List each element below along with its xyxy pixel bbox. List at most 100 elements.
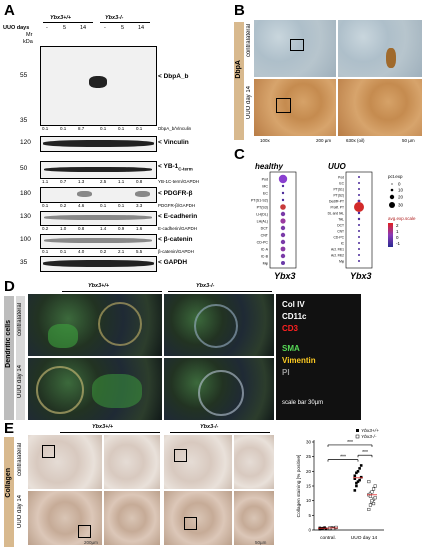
dot-healthy: [281, 198, 285, 202]
ratio-value: 0.8: [136, 179, 143, 184]
dot-healthy: [280, 211, 286, 217]
col-wt-uuo-low: [28, 491, 102, 545]
y-tick-label: 30: [306, 440, 312, 445]
e-genotype-ko: Ybx3-/-: [200, 424, 219, 430]
ecad-label: < E-cadherin: [158, 213, 198, 220]
data-point: [324, 527, 328, 531]
zoom-box: [78, 525, 91, 538]
legend-vimentin: Vimentin: [282, 356, 316, 365]
healthy-row-label: CNT: [261, 234, 269, 238]
zoom-box: [174, 449, 187, 462]
legend-color-label: 0: [396, 235, 399, 240]
e-genotype-ko-line: [170, 432, 270, 433]
sma-region: [92, 374, 142, 408]
ecad-ratio-label: E-cadherin/GAPDH: [158, 226, 198, 231]
legend-size-dot: [389, 194, 395, 200]
zoom-box: [42, 445, 55, 458]
zoom-box: [290, 39, 304, 51]
dbpa-contralateral-100x: [254, 20, 336, 77]
e-scale2: 50µm: [255, 540, 267, 545]
pdgfrb-band: [135, 191, 150, 197]
ratio-value: 4.0: [78, 249, 85, 254]
collagen-side-label: Collagen: [5, 468, 12, 498]
uuo-row-label: CD-PC: [334, 236, 345, 240]
dbpa-label: < DbpA_b: [158, 73, 189, 80]
ratio-value: 0.8: [78, 226, 85, 231]
dbpa-blot: [40, 46, 157, 126]
lane-label: 5: [121, 25, 125, 31]
d-legend-box: Col IV CD11c CD3 SMA Vimentin PI scale b…: [276, 294, 361, 420]
dot-uuo-prolif: [354, 202, 364, 212]
pdgfrb-ratio-label: PDGFR-β/GAPDH: [158, 203, 196, 208]
marker-35b: 35: [20, 259, 28, 266]
vinculin-blot: [40, 136, 157, 152]
dot-healthy: [280, 239, 286, 245]
uuo-row-label: PT(S2): [334, 194, 344, 198]
ratio-value: 1.0: [60, 226, 67, 231]
healthy-row-label: Pod: [262, 178, 268, 182]
ratio-value: 0.9: [118, 226, 125, 231]
uuo-row-label: Act. Fib2: [331, 254, 344, 258]
b-mag2: 630x (oil): [346, 138, 365, 143]
col-wt-contra-low: [28, 435, 102, 489]
y-tick-label: 15: [306, 484, 312, 489]
yb1-label-main: < YB-1: [158, 163, 179, 170]
col-ko-uuo-high: [234, 491, 274, 545]
dot-healthy: [281, 191, 285, 195]
dot-healthy-pts3: [280, 204, 286, 210]
ratio-value: 0.1: [100, 203, 107, 208]
dot-uuo: [358, 242, 360, 244]
data-point: [355, 484, 358, 488]
ratio-value: 1.4: [100, 226, 107, 231]
uuo-row-label: DL and tAL: [328, 212, 345, 216]
data-point: [370, 490, 374, 494]
healthy-row-label: DCT: [261, 227, 269, 231]
ratio-value: 0.1: [118, 126, 125, 131]
legend-color-bar: [388, 223, 393, 247]
data-point: [368, 494, 372, 498]
uuo-title: UUO: [328, 162, 346, 171]
pdgfrb-band: [77, 191, 92, 197]
data-point: [359, 464, 363, 467]
dot-healthy: [280, 253, 286, 259]
col-ko-contra-high: [234, 435, 274, 489]
data-point: [367, 507, 371, 511]
yb1-ratio-row: 1.1 0.7 1.3 2.5 1.1 0.8: [40, 179, 155, 185]
e-scale1: 200µm: [84, 540, 98, 545]
legend-sma: SMA: [282, 344, 300, 353]
uuo-row-label: CNT: [337, 230, 344, 234]
marker-120: 120: [20, 139, 31, 146]
sig-bracket-3-label: ***: [362, 450, 368, 456]
marker-55: 55: [20, 72, 28, 79]
uuo-row-label: Prolif. PT: [330, 206, 344, 210]
dot-uuo: [358, 176, 360, 178]
dbpa-ratio-row: 0.1 0.1 8.7 0.1 0.1 0.1: [40, 126, 155, 132]
e-row1-label: contralateral: [17, 443, 23, 477]
x-label-uuo: Ybx3: [350, 271, 372, 281]
ratio-value: 8.7: [78, 126, 85, 131]
dot-uuo: [357, 217, 361, 221]
dot-uuo: [357, 199, 361, 203]
if-ko-contralateral: [164, 294, 274, 356]
uuo-frame: [345, 171, 373, 269]
dot-uuo: [357, 211, 361, 215]
data-point: [367, 480, 371, 484]
legend-size-label: 0: [398, 182, 401, 187]
dot-uuo: [358, 182, 360, 184]
col-wt-uuo-high: [104, 491, 160, 545]
ratio-value: 5.5: [136, 249, 143, 254]
data-point: [358, 467, 361, 470]
genotype-wt-line: [43, 22, 93, 23]
uuo-row-label: IC: [341, 242, 345, 246]
ratio-value: 0.2: [100, 249, 107, 254]
dbpa-band: [89, 76, 107, 88]
ratio-value: 0.1: [60, 126, 67, 131]
yb1-band: [44, 167, 152, 172]
dot-uuo: [358, 248, 360, 250]
dot-healthy: [281, 261, 285, 265]
legend-marker-wt: [356, 429, 359, 432]
dot-uuo: [358, 224, 360, 226]
marker-35: 35: [20, 117, 28, 124]
zoom-box: [184, 517, 197, 530]
ratio-value: 1.3: [78, 179, 85, 184]
